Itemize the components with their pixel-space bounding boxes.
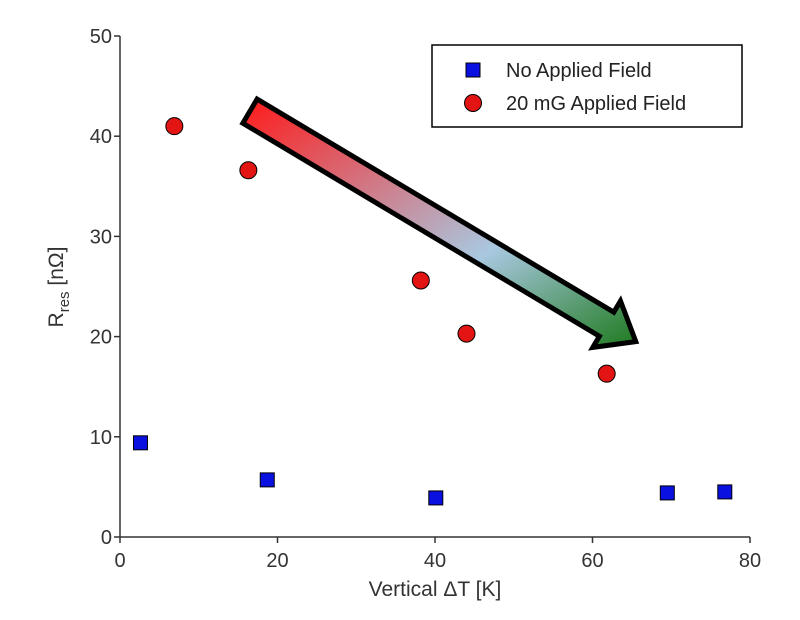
y-axis-title-sub: res (56, 291, 73, 312)
trend-arrow (239, 95, 640, 351)
point-20mg-applied-field (597, 364, 616, 383)
legend-box (431, 44, 743, 128)
legend: No Applied Field 20 mG Applied Field (431, 44, 743, 128)
x-tick-label: 0 (114, 550, 125, 572)
x-axis-title: Vertical ΔT [K] (369, 578, 502, 601)
legend-label: No Applied Field (506, 60, 652, 82)
point-20mg-applied-field (457, 324, 476, 343)
x-tick-label: 40 (424, 550, 446, 572)
point-20mg-applied-field (411, 271, 430, 290)
point-no-applied-field (717, 484, 733, 500)
legend-square-marker (465, 62, 481, 78)
x-tick-label: 80 (739, 550, 761, 572)
point-no-applied-field (428, 490, 444, 506)
y-axis-title: Rres [nΩ] (45, 247, 73, 328)
trend-arrow-shape (239, 95, 640, 351)
x-tick-label: 60 (581, 550, 603, 572)
point-no-applied-field (659, 485, 675, 501)
data-points (132, 117, 733, 506)
y-axis-title-unit: [nΩ] (45, 247, 68, 292)
y-tick-label: 0 (101, 527, 112, 549)
y-tick-label: 40 (90, 126, 112, 148)
axes: 0 10 20 30 40 50 0 20 40 60 80 (90, 26, 761, 572)
point-no-applied-field (132, 435, 148, 451)
y-tick-label: 10 (90, 427, 112, 449)
point-no-applied-field (259, 472, 275, 488)
legend-label: 20 mG Applied Field (506, 93, 686, 115)
y-tick-label: 50 (90, 26, 112, 48)
y-tick-label: 30 (90, 226, 112, 248)
y-tick-label: 20 (90, 327, 112, 349)
y-axis-title-main: R (45, 312, 68, 327)
point-20mg-applied-field (239, 161, 258, 180)
x-tick-label: 20 (266, 550, 288, 572)
point-20mg-applied-field (165, 117, 184, 136)
legend-circle-marker (464, 94, 482, 112)
